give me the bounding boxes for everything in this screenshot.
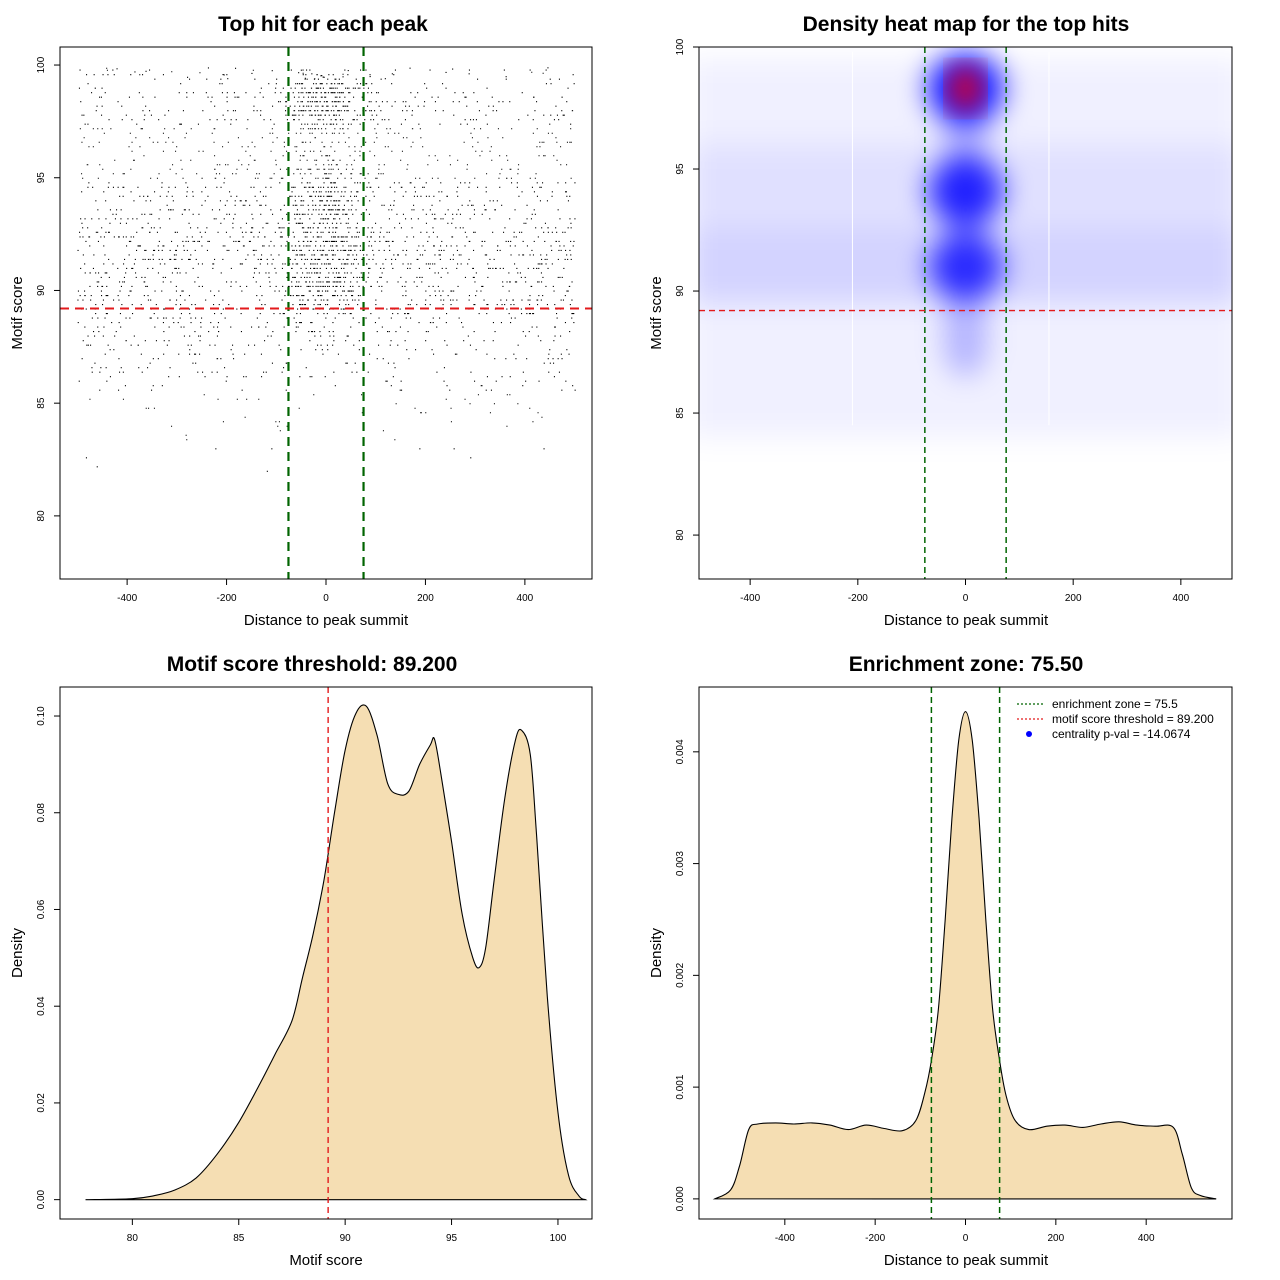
- x-tick-label: -200: [865, 1233, 885, 1244]
- y-tick-label: 0.08: [36, 803, 47, 823]
- heatmap-hotspot: [927, 156, 1004, 225]
- x-tick-label: -400: [775, 1233, 795, 1244]
- heatmap-y-axis: 80 85 90 95 100: [675, 38, 699, 541]
- x-tick-label: 200: [1065, 593, 1082, 604]
- legend-centrality-swatch: [1026, 731, 1032, 737]
- legend: enrichment zone = 75.5 motif score thres…: [1017, 697, 1214, 741]
- heatmap-x-label: Distance to peak summit: [884, 612, 1049, 629]
- x-tick-label: 0: [323, 593, 329, 604]
- legend-enrichment-label: enrichment zone = 75.5: [1052, 697, 1178, 711]
- x-tick-label: 200: [1047, 1233, 1064, 1244]
- scatter-points: [77, 67, 576, 472]
- y-tick-label: 80: [36, 510, 47, 522]
- y-tick-label: 0.06: [36, 899, 47, 919]
- x-tick-label: 400: [1173, 593, 1190, 604]
- x-tick-label: 85: [233, 1233, 245, 1244]
- x-tick-label: 400: [517, 593, 534, 604]
- y-tick-label: 100: [36, 56, 47, 73]
- distance-density-x-label: Distance to peak summit: [884, 1252, 1049, 1269]
- y-tick-label: 85: [36, 397, 47, 409]
- x-tick-label: -200: [217, 593, 237, 604]
- scatter-y-axis: 80 85 90 95 100: [36, 56, 60, 521]
- heatmap-peak: [949, 66, 982, 111]
- x-tick-label: 0: [963, 593, 969, 604]
- y-tick-label: 0.00: [36, 1189, 47, 1209]
- y-tick-label: 0.10: [36, 706, 47, 726]
- heatmap-density: [699, 47, 1232, 579]
- legend-centrality-label: centrality p-val = -14.0674: [1052, 727, 1191, 741]
- heatmap-wash: [699, 52, 1232, 438]
- scatter-x-axis: -400 -200 0 200 400: [117, 578, 534, 604]
- heatmap-y-label: Motif score: [648, 276, 665, 349]
- scatter-y-label: Motif score: [9, 276, 26, 349]
- heatmap-title: Density heat map for the top hits: [803, 13, 1130, 36]
- scatter-x-label: Distance to peak summit: [244, 612, 409, 629]
- distance-density-curve: [712, 711, 1217, 1200]
- scatter-reference-lines: [60, 47, 592, 579]
- x-tick-label: 400: [1138, 1233, 1155, 1244]
- y-tick-label: 85: [675, 407, 686, 419]
- y-tick-label: 0.000: [675, 1186, 686, 1211]
- enrichment-zone-lines: [930, 687, 1001, 1219]
- scatter-plot-frame: [59, 46, 593, 580]
- distance-density-panel: Enrichment zone: 75.50 -400 -200 0 200 400 0…: [648, 653, 1233, 1269]
- distance-density-y-label: Density: [648, 927, 665, 978]
- y-tick-label: 95: [36, 172, 47, 184]
- x-tick-label: 80: [127, 1233, 139, 1244]
- y-tick-label: 0.02: [36, 1093, 47, 1113]
- x-tick-label: 95: [446, 1233, 458, 1244]
- heatmap-hotspot: [927, 234, 1004, 300]
- scatter-panel: Top hit for each peak -400 -200 0 200 400 80…: [9, 13, 593, 629]
- distance-density-title: Enrichment zone: 75.50: [849, 653, 1084, 676]
- y-tick-label: 90: [36, 284, 47, 296]
- y-tick-label: 0.004: [675, 739, 686, 764]
- distance-density-y-axis: 0.000 0.001 0.002 0.003 0.004: [675, 739, 699, 1211]
- x-tick-label: 100: [550, 1233, 567, 1244]
- y-tick-label: 80: [675, 529, 686, 541]
- y-tick-label: 0.04: [36, 996, 47, 1016]
- y-tick-label: 0.003: [675, 851, 686, 876]
- heatmap-x-axis: -400 -200 0 200 400: [740, 578, 1190, 604]
- y-tick-label: 0.002: [675, 962, 686, 987]
- x-tick-label: -400: [740, 593, 760, 604]
- score-density-x-axis: 80 85 90 95 100: [127, 1218, 567, 1244]
- x-tick-label: 200: [417, 593, 434, 604]
- score-density-y-label: Density: [9, 927, 26, 978]
- scatter-point-cloud: [77, 67, 576, 472]
- score-density-curve: [85, 704, 588, 1201]
- scatter-title: Top hit for each peak: [218, 13, 428, 36]
- distance-density-x-axis: -400 -200 0 200 400: [775, 1218, 1155, 1244]
- y-tick-label: 95: [675, 163, 686, 175]
- heatmap-reference-lines: [699, 47, 1232, 579]
- heatmap-panel: Density heat map for the top hits -400 -2…: [648, 13, 1233, 629]
- y-tick-label: 0.001: [675, 1074, 686, 1099]
- y-tick-label: 100: [675, 38, 686, 55]
- score-density-title: Motif score threshold: 89.200: [167, 653, 458, 676]
- y-tick-label: 90: [675, 285, 686, 297]
- x-tick-label: 0: [963, 1233, 969, 1244]
- score-density-x-label: Motif score: [289, 1252, 362, 1269]
- x-tick-label: 90: [340, 1233, 352, 1244]
- x-tick-label: -200: [848, 593, 868, 604]
- score-density-panel: Motif score threshold: 89.200 80 85 90 95 10…: [9, 653, 593, 1269]
- legend-threshold-label: motif score threshold = 89.200: [1052, 712, 1214, 726]
- x-tick-label: -400: [117, 593, 137, 604]
- score-density-y-axis: 0.00 0.02 0.04 0.06 0.08 0.10: [36, 706, 60, 1209]
